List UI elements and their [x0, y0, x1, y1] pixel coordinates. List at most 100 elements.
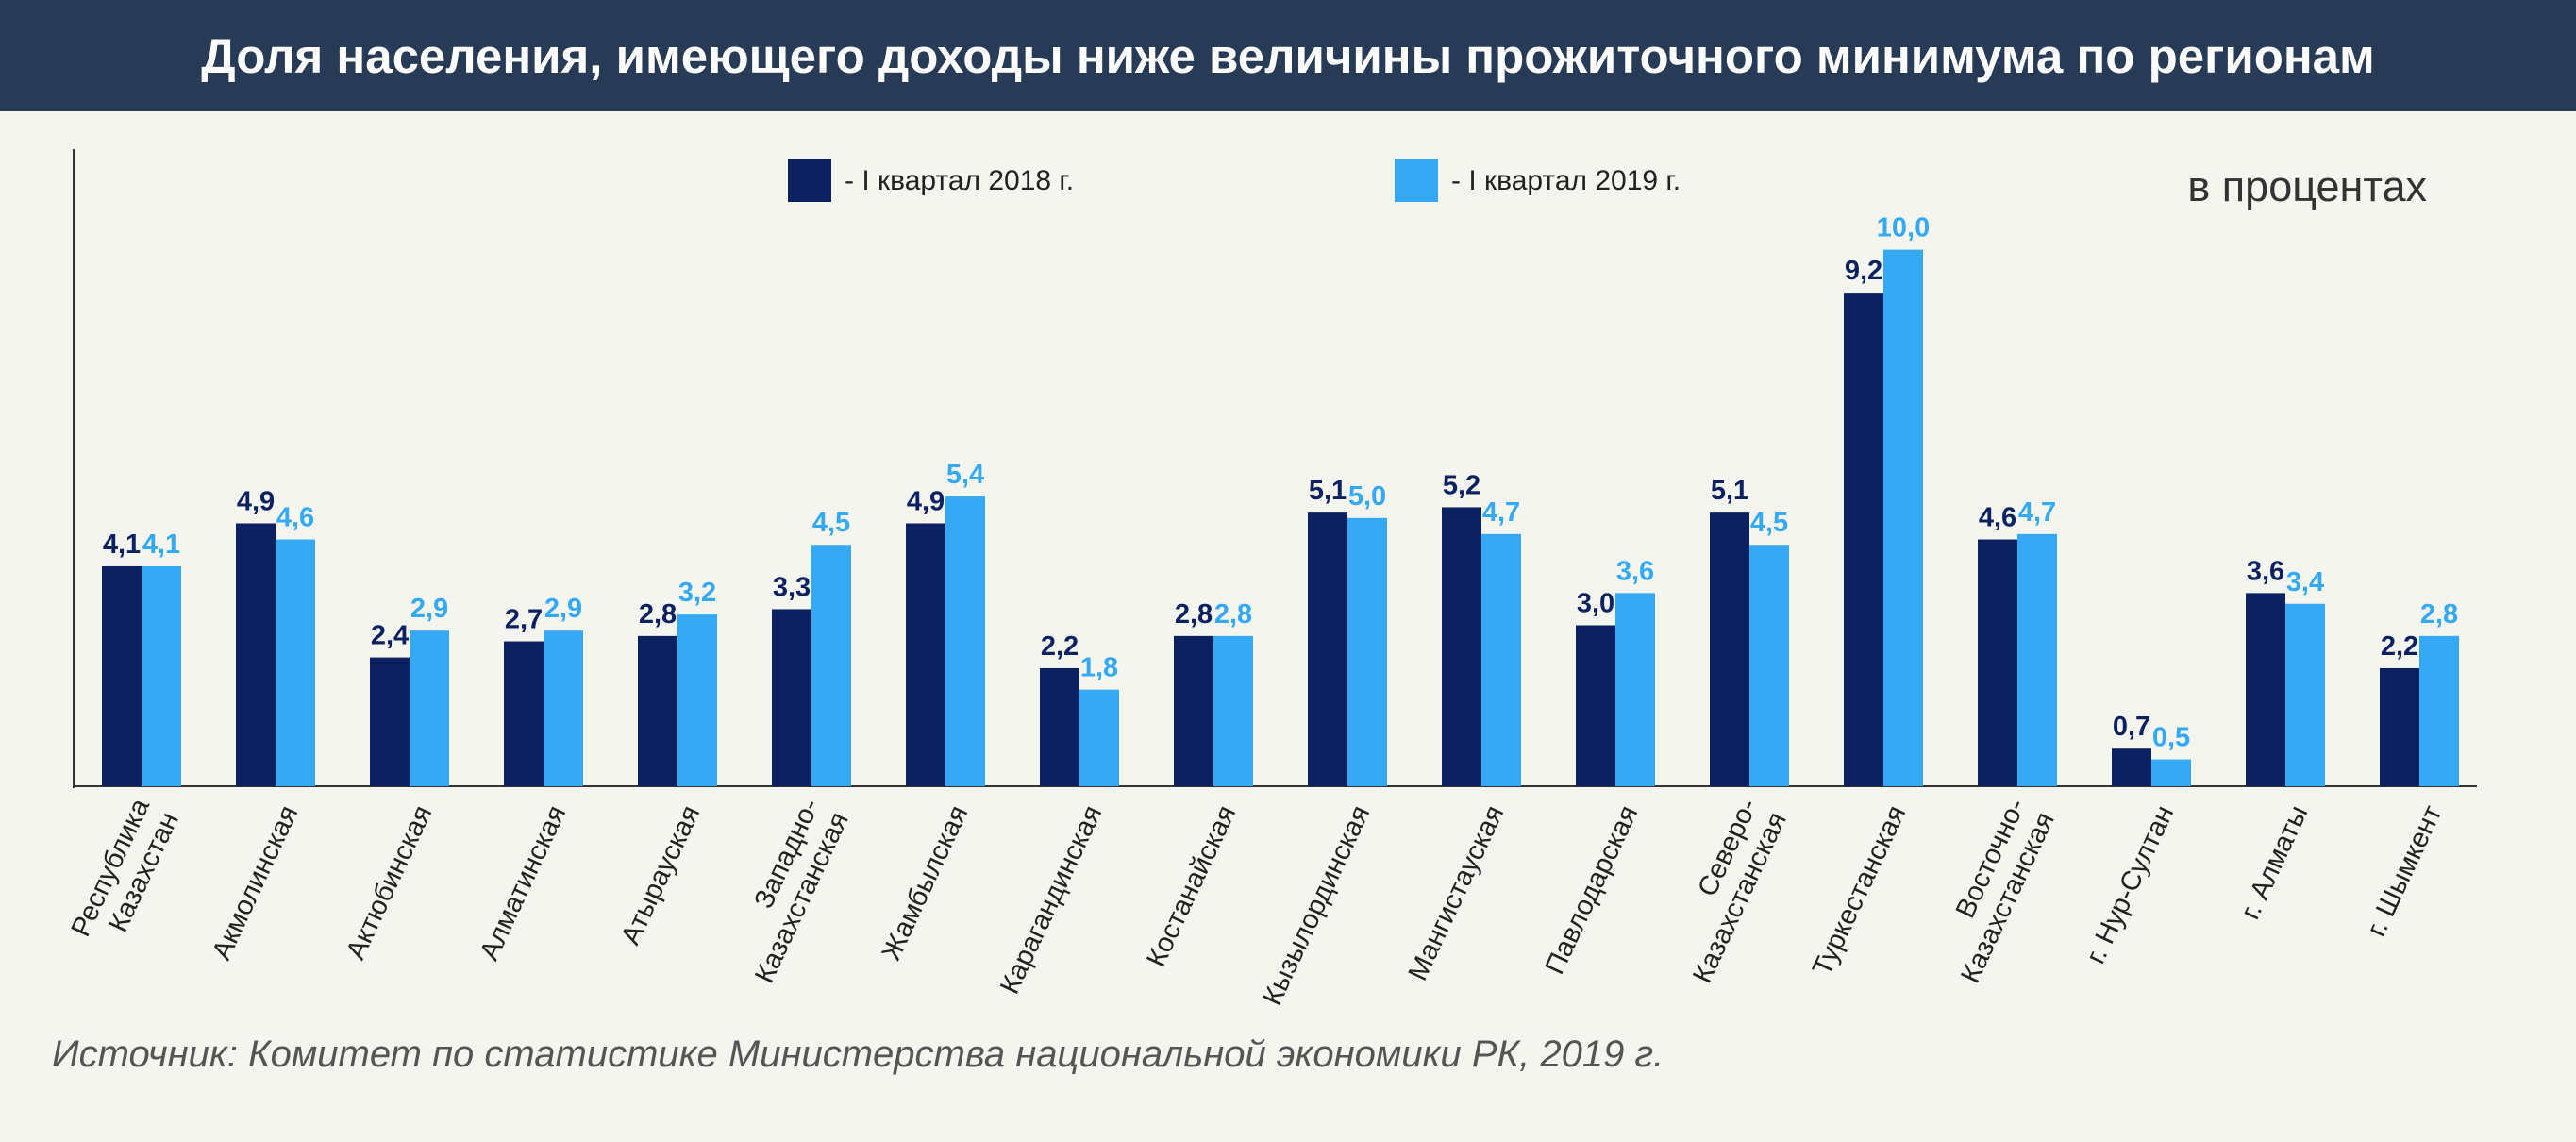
bar-2018	[236, 523, 276, 786]
bar-2019	[1883, 249, 1923, 787]
bar-2019	[142, 565, 181, 786]
category-label: Мангистауская	[1403, 801, 1511, 985]
bar-2018	[1308, 512, 1347, 786]
category-label: Актюбинская	[341, 801, 438, 965]
value-label-2019: 10,0	[1877, 213, 1930, 244]
bar-2019	[945, 496, 985, 786]
value-label-2018: 2,7	[505, 605, 543, 635]
value-label-2019: 5,0	[1348, 481, 1386, 512]
bar-2018	[1040, 667, 1079, 786]
bar-2019	[1079, 689, 1119, 786]
bar-chart: - I квартал 2018 г. - I квартал 2019 г. в …	[66, 149, 2477, 1011]
bar-2018	[1710, 512, 1749, 786]
legend-label-1: - I квартал 2018 г.	[845, 165, 1074, 196]
category-label-line: Костанайская	[1141, 801, 1242, 972]
category-label: г. Нур-Султан	[2081, 801, 2180, 968]
category-label-line: Карагандинская	[995, 801, 1108, 999]
bar-2019	[544, 630, 583, 786]
bar-2019	[1213, 635, 1253, 786]
category-label: Жамбылская	[877, 801, 975, 966]
category-label-line: Мангистауская	[1403, 801, 1511, 985]
source-note: Источник: Комитет по статистике Министер…	[52, 1033, 1664, 1075]
bar-2018	[2380, 667, 2419, 786]
value-label-2019: 3,6	[1616, 556, 1654, 586]
category-label-line: Актюбинская	[341, 801, 438, 965]
value-label-2018: 2,4	[371, 621, 409, 651]
bar-2018	[638, 635, 677, 786]
value-label-2019: 4,1	[142, 529, 180, 560]
value-label-2019: 4,5	[812, 508, 850, 538]
value-label-2018: 0,7	[2113, 712, 2150, 742]
legend-swatch-1	[788, 159, 831, 202]
bar-2019	[2017, 533, 2057, 786]
value-label-2018: 3,0	[1577, 588, 1614, 618]
value-label-2019: 2,9	[544, 594, 582, 624]
category-label-line: Атырауская	[615, 801, 706, 949]
category-label: Кызылординская	[1257, 801, 1376, 1011]
value-label-2018: 4,6	[1979, 503, 2016, 533]
category-label: Северо-Казахстанская	[1658, 794, 1792, 987]
bar-2018	[2112, 748, 2151, 786]
value-label-2019: 4,5	[1750, 508, 1788, 538]
unit-label: в процентах	[2187, 162, 2427, 210]
bar-2018	[2246, 593, 2285, 786]
value-label-2019: 4,7	[2018, 497, 2056, 528]
category-label-line: Алматинская	[475, 801, 573, 966]
category-label: Алматинская	[475, 801, 573, 966]
legend-label-2: - I квартал 2019 г.	[1451, 165, 1681, 196]
category-label: Туркестанская	[1807, 801, 1912, 981]
category-label-line: Жамбылская	[877, 801, 975, 966]
bar-2018	[102, 565, 142, 786]
value-label-2019: 3,4	[2286, 567, 2324, 597]
category-label-line: г. Шымкент	[2361, 801, 2448, 942]
category-label-line: Кызылординская	[1257, 801, 1376, 1011]
bar-2018	[1978, 539, 2017, 786]
value-label-2019: 2,9	[410, 594, 448, 624]
bar-2019	[677, 614, 717, 786]
chart-title: Доля населения, имеющего доходы ниже вел…	[201, 28, 2375, 83]
bar-2019	[1481, 533, 1521, 786]
category-label-line: Павлодарская	[1540, 801, 1645, 980]
category-label: Атырауская	[615, 801, 706, 949]
value-label-2018: 4,9	[237, 486, 275, 516]
category-label: Акмолинская	[207, 801, 304, 965]
bar-2018	[1442, 507, 1481, 786]
legend-swatch-2	[1395, 159, 1438, 202]
bar-2018	[772, 609, 811, 786]
bar-2019	[1347, 517, 1387, 786]
bar-2018	[906, 523, 945, 786]
value-label-2019: 4,7	[1482, 497, 1520, 528]
value-label-2018: 5,1	[1309, 476, 1347, 506]
value-label-2018: 5,1	[1711, 476, 1748, 506]
category-label-line: г. Нур-Султан	[2081, 801, 2180, 968]
bar-2018	[504, 641, 544, 786]
value-label-2018: 4,1	[103, 529, 141, 560]
value-label-2019: 2,8	[1214, 599, 1252, 630]
value-label-2018: 3,6	[2247, 556, 2284, 586]
value-label-2018: 5,2	[1443, 470, 1480, 500]
category-label: РеспубликаКазахстан	[66, 794, 186, 955]
bar-2019	[2419, 635, 2459, 786]
bar-2018	[370, 657, 410, 786]
value-label-2019: 3,2	[678, 578, 716, 608]
category-label-line: Акмолинская	[207, 801, 304, 965]
bar-2018	[1576, 625, 1615, 786]
category-label: Западно-Казахстанская	[720, 794, 854, 987]
value-label-2019: 2,8	[2420, 599, 2458, 630]
chart-header: Доля населения, имеющего доходы ниже вел…	[0, 0, 2576, 111]
category-label: г. Шымкент	[2361, 801, 2448, 942]
bar-2019	[276, 539, 315, 786]
bar-2019	[1749, 545, 1789, 786]
category-label: г. Алматы	[2235, 801, 2315, 924]
bar-2019	[410, 630, 449, 786]
category-label: Павлодарская	[1540, 801, 1645, 980]
category-label-line: Туркестанская	[1807, 801, 1912, 981]
category-label: Восточно-Казахстанская	[1926, 794, 2060, 987]
value-label-2019: 5,4	[946, 460, 984, 490]
value-label-2018: 2,2	[1041, 631, 1079, 662]
bar-2018	[1844, 293, 1883, 786]
value-label-2018: 3,3	[773, 572, 811, 602]
category-label: Карагандинская	[995, 801, 1108, 999]
value-label-2018: 9,2	[1845, 256, 1882, 286]
value-label-2019: 4,6	[276, 503, 314, 533]
